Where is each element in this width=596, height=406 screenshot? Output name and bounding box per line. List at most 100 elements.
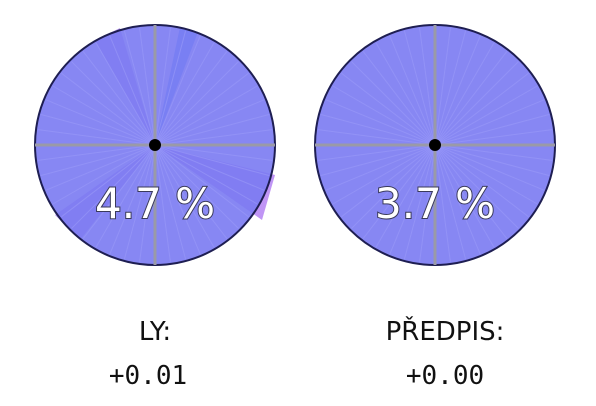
spoke xyxy=(320,113,436,146)
spoke xyxy=(325,99,436,146)
spoke xyxy=(434,129,553,146)
spoke xyxy=(71,144,156,229)
spoke xyxy=(434,42,495,146)
spoke xyxy=(434,144,451,263)
spoke xyxy=(123,30,156,146)
spoke xyxy=(317,144,436,161)
spoke xyxy=(403,30,436,146)
spoke xyxy=(95,144,156,248)
spoke xyxy=(434,144,529,218)
spoke xyxy=(154,129,273,146)
spoke xyxy=(341,72,436,146)
spoke xyxy=(139,144,156,263)
spoke xyxy=(154,144,273,161)
spoke xyxy=(419,27,436,146)
spoke xyxy=(154,144,215,248)
spoke xyxy=(154,144,201,255)
spoke xyxy=(109,144,156,255)
spoke xyxy=(434,144,508,239)
spoke xyxy=(332,85,436,146)
spoke xyxy=(82,144,156,239)
spoke xyxy=(109,35,156,146)
gauge-delta: +0.00 xyxy=(406,361,484,391)
spoke xyxy=(154,51,228,146)
spoke xyxy=(154,72,249,146)
spoke xyxy=(434,144,538,205)
spoke xyxy=(154,144,249,218)
spoke xyxy=(37,129,156,146)
gauge-label: LY: xyxy=(139,317,171,347)
spoke xyxy=(351,61,436,146)
spoke xyxy=(434,99,545,146)
spoke xyxy=(154,85,258,146)
spoke xyxy=(154,144,258,205)
spoke xyxy=(403,144,436,260)
spoke xyxy=(375,42,436,146)
spoke xyxy=(434,144,481,255)
spoke xyxy=(434,85,538,146)
spoke xyxy=(45,99,156,146)
spoke xyxy=(341,144,436,218)
spoke xyxy=(82,51,156,146)
spoke xyxy=(61,144,156,218)
spoke xyxy=(154,144,239,229)
spoke xyxy=(375,144,436,248)
spoke xyxy=(434,144,550,177)
spoke xyxy=(351,144,436,229)
spoke xyxy=(154,27,171,146)
spoke xyxy=(434,144,545,191)
spoke xyxy=(40,144,156,177)
spoke xyxy=(434,144,495,248)
spoke xyxy=(434,30,467,146)
spoke xyxy=(154,30,187,146)
spoke xyxy=(123,144,156,260)
spoke xyxy=(434,35,481,146)
spoke xyxy=(434,144,553,161)
gauge-delta: +0.01 xyxy=(109,361,187,391)
spoke xyxy=(52,144,156,205)
spoke xyxy=(154,144,270,177)
spoke xyxy=(434,72,529,146)
spoke xyxy=(332,144,436,205)
spoke xyxy=(52,85,156,146)
spoke xyxy=(37,144,156,161)
spoke xyxy=(317,129,436,146)
spoke xyxy=(320,144,436,177)
gauge-label: PŘEDPIS: xyxy=(386,315,505,347)
spoke xyxy=(154,61,239,146)
spoke xyxy=(389,35,436,146)
center-dot xyxy=(429,139,441,151)
spoke xyxy=(434,61,519,146)
spoke xyxy=(154,99,265,146)
gauge: 3.7 % PŘEDPIS: +0.00 xyxy=(314,24,556,391)
spoke xyxy=(419,144,436,263)
spoke xyxy=(154,144,171,263)
gauge: 4.7 % LY: +0.01 xyxy=(34,24,276,391)
percent-label: 4.7 % xyxy=(95,179,215,228)
spoke xyxy=(139,27,156,146)
spoke xyxy=(95,42,156,146)
spoke xyxy=(154,113,270,146)
spoke xyxy=(154,144,265,191)
percent-label: 3.7 % xyxy=(375,179,495,228)
spoke xyxy=(362,51,436,146)
spoke xyxy=(434,144,519,229)
spoke xyxy=(434,27,451,146)
spoke xyxy=(325,144,436,191)
spoke xyxy=(154,35,201,146)
spoke xyxy=(154,144,187,260)
spoke xyxy=(389,144,436,255)
spoke xyxy=(71,61,156,146)
spoke xyxy=(40,113,156,146)
spoke xyxy=(434,144,467,260)
spoke xyxy=(45,144,156,191)
spoke xyxy=(154,144,228,239)
spoke xyxy=(362,144,436,239)
spoke xyxy=(434,113,550,146)
spoke xyxy=(154,42,215,146)
center-dot xyxy=(149,139,161,151)
spoke xyxy=(434,51,508,146)
